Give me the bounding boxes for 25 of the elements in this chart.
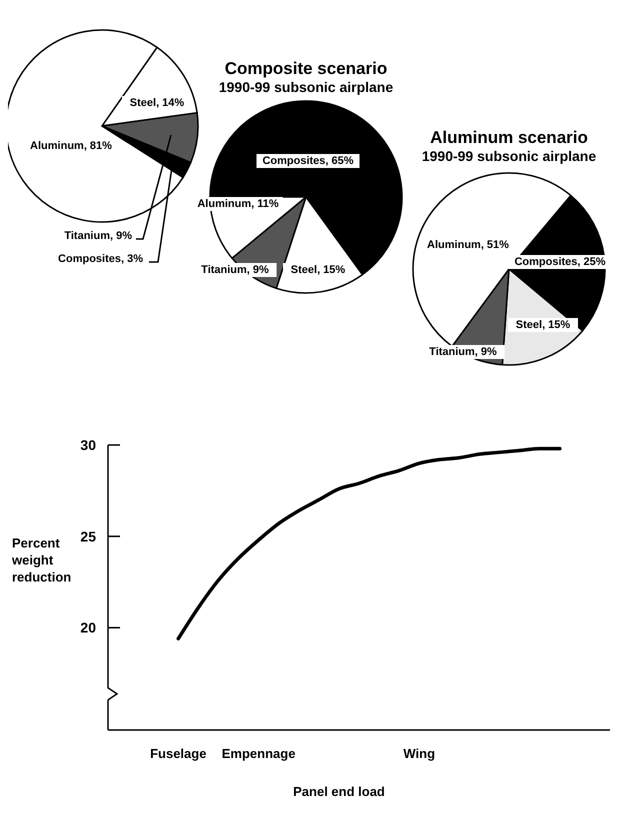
slice-label: Titanium, 9% <box>64 230 132 242</box>
chart-subtitle: 1990-99 subsonic airplane <box>422 148 596 164</box>
line-series <box>176 446 562 640</box>
x-tick-label: Empennage <box>222 746 296 761</box>
y-axis-title: Percent weight reduction <box>11 535 72 584</box>
y-tick-label: 30 <box>80 437 96 453</box>
slice-label: Aluminum, 11% <box>197 198 279 210</box>
x-tick-label: Wing <box>403 746 436 761</box>
chart-title: Aluminum scenario <box>430 128 588 147</box>
slice-label: Composites, 65% <box>262 155 354 167</box>
slice-label: Composites, 3% <box>58 253 144 265</box>
slice-label: Steel, 15% <box>290 264 346 276</box>
x-axis-title: Panel end load <box>293 784 385 799</box>
slice-label: Aluminum, 51% <box>427 239 510 251</box>
slice-label: Steel, 14% <box>130 97 184 109</box>
chart-title: Composite scenario <box>224 59 388 78</box>
slice-label: Aluminum, 81% <box>30 140 112 152</box>
y-tick-label: 25 <box>80 528 96 544</box>
slice-label: Steel, 15% <box>516 319 570 331</box>
slice-label: Titanium, 9% <box>201 264 270 276</box>
y-tick-label: 20 <box>80 620 96 636</box>
chart-subtitle: 1990-99 subsonic airplane <box>218 79 394 95</box>
x-tick-label: Fuselage <box>150 746 206 761</box>
slice-label: Composites, 25% <box>514 256 606 268</box>
slice-label: Titanium, 9% <box>429 346 498 358</box>
